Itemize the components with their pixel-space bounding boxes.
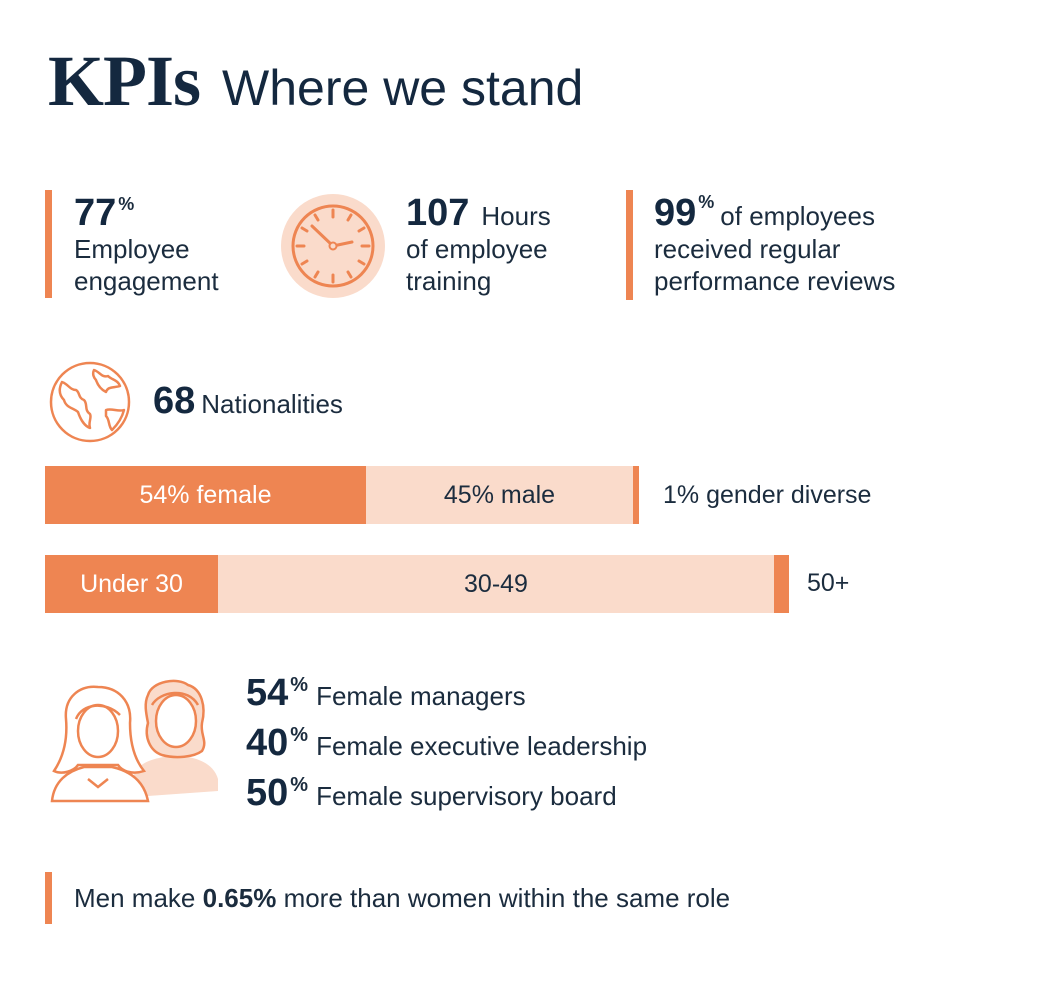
- page-subtitle: Where we stand: [222, 60, 584, 116]
- female-group-icon: [50, 679, 218, 803]
- clock-icon: [281, 194, 385, 298]
- pay-gap-prefix: Men make: [74, 883, 203, 913]
- age-50plus-label: 50+: [807, 569, 850, 597]
- accent-bar: [45, 190, 52, 298]
- leadership-item: 40% Female executive leadership: [246, 722, 647, 772]
- leadership-item: 54% Female managers: [246, 672, 647, 722]
- leadership-unit: %: [290, 774, 309, 796]
- leadership-unit: %: [290, 724, 309, 746]
- kpi-nationalities: 68 Nationalities: [153, 380, 343, 423]
- kpi-reviews-text-2: received regular: [654, 234, 841, 264]
- kpi-engagement-value: 77: [74, 192, 117, 234]
- gender-diverse-label: 1% gender diverse: [663, 481, 872, 509]
- kpi-training-unit: Hours: [481, 201, 551, 231]
- gender-female-segment: 54% female: [45, 466, 366, 524]
- accent-bar: [45, 872, 52, 924]
- kpi-engagement: 77% Employee engagement: [74, 192, 219, 297]
- kpi-reviews-unit: %: [698, 192, 715, 212]
- gender-diverse-segment: [633, 466, 639, 524]
- kpi-nationalities-label: Nationalities: [201, 389, 343, 419]
- kpi-engagement-unit: %: [118, 194, 135, 214]
- leadership-value: 54: [246, 672, 289, 714]
- kpi-reviews-value: 99: [654, 192, 697, 234]
- kpi-training-label-1: of employee: [406, 234, 548, 264]
- globe-icon: [49, 361, 131, 443]
- kpi-training: 107 Hours of employee training: [406, 192, 551, 297]
- leadership-label: Female executive leadership: [316, 731, 648, 761]
- page-header: KPIs Where we stand: [48, 40, 583, 123]
- leadership-item: 50% Female supervisory board: [246, 772, 647, 822]
- leadership-unit: %: [290, 674, 309, 696]
- kpi-engagement-label-1: Employee: [74, 234, 190, 264]
- age-bar: Under 30 30-49: [45, 555, 789, 613]
- pay-gap-suffix: more than women within the same role: [276, 883, 731, 913]
- accent-bar: [626, 190, 633, 300]
- kpi-reviews: 99% of employees received regular perform…: [654, 192, 895, 297]
- kpi-nationalities-value: 68: [153, 380, 196, 422]
- leadership-value: 50: [246, 772, 289, 814]
- gender-male-segment: 45% male: [366, 466, 633, 524]
- pay-gap-value: 0.65%: [202, 883, 277, 913]
- page-title: KPIs: [48, 41, 201, 121]
- age-30-49-segment: 30-49: [218, 555, 774, 613]
- gender-bar: 54% female 45% male: [45, 466, 639, 524]
- leadership-value: 40: [246, 722, 289, 764]
- kpi-training-label-2: training: [406, 266, 492, 296]
- age-under30-segment: Under 30: [45, 555, 218, 613]
- kpi-reviews-text-1: of employees: [720, 201, 875, 231]
- leadership-list: 54% Female managers 40% Female executive l…: [246, 672, 647, 822]
- pay-gap-statement: Men make 0.65% more than women within th…: [74, 883, 730, 914]
- leadership-label: Female supervisory board: [316, 781, 617, 811]
- kpi-training-value: 107: [406, 192, 470, 234]
- kpi-engagement-label-2: engagement: [74, 266, 219, 296]
- leadership-label: Female managers: [316, 681, 526, 711]
- age-50plus-segment: [774, 555, 789, 613]
- kpi-reviews-text-3: performance reviews: [654, 266, 896, 296]
